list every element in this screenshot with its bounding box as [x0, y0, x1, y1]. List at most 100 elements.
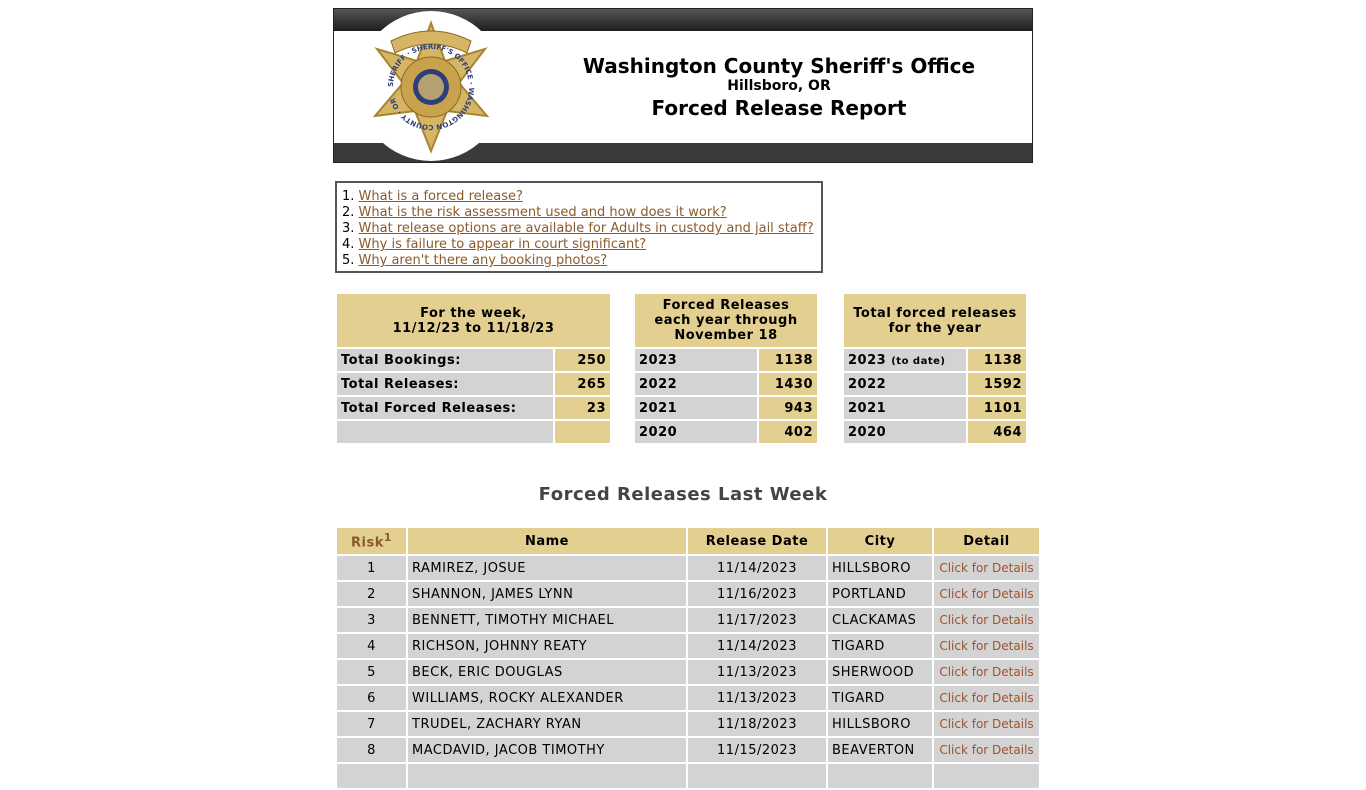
risk-cell: 3 — [337, 608, 406, 632]
detail-link[interactable]: Click for Details — [934, 738, 1039, 762]
header-titles: Washington County Sheriff's Office Hills… — [524, 54, 1032, 120]
city-cell: HILLSBORO — [828, 712, 932, 736]
office-location: Hillsboro, OR — [727, 78, 831, 94]
table-row: 5 BECK, ERIC DOUGLAS 11/13/2023 SHERWOOD Cli… — [337, 660, 1039, 684]
risk-cell: 8 — [337, 738, 406, 762]
year-label: 2021 — [844, 397, 966, 419]
detail-link[interactable]: Click for Details — [934, 582, 1039, 606]
detail-link[interactable]: Click for Details — [934, 634, 1039, 658]
report-title: Forced Release Report — [651, 96, 907, 120]
year-label: 2022 — [844, 373, 966, 395]
name-cell: BENNETT, TIMOTHY MICHAEL — [408, 608, 686, 632]
faq-item: 5. Why aren't there any booking photos? — [342, 253, 608, 268]
city-cell: HILLSBORO — [828, 556, 932, 580]
table-row: 7 TRUDEL, ZACHARY RYAN 11/18/2023 HILLSBORO… — [337, 712, 1039, 736]
name-cell: BECK, ERIC DOUGLAS — [408, 660, 686, 684]
year-value: 1138 — [968, 349, 1026, 371]
column-header-name: Name — [408, 528, 686, 554]
year-value: 1592 — [968, 373, 1026, 395]
sheriff-badge-logo: SHERIFF · SHERIFF'S OFFICE · WASHINGTON … — [357, 11, 505, 161]
through-date-table: Forced Releases each year through November… — [633, 292, 819, 445]
stat-value: 265 — [555, 373, 610, 395]
risk-cell: 6 — [337, 686, 406, 710]
table-row: 3 BENNETT, TIMOTHY MICHAEL 11/17/2023 CLACK… — [337, 608, 1039, 632]
year-value: 943 — [759, 397, 817, 419]
detail-link[interactable]: Click for Details — [934, 686, 1039, 710]
risk-cell: 4 — [337, 634, 406, 658]
stat-value: 250 — [555, 349, 610, 371]
city-cell: SHERWOOD — [828, 660, 932, 684]
weekly-stats-table: For the week, 11/12/23 to 11/18/23 Total … — [335, 292, 612, 445]
release-date-cell: 11/13/2023 — [688, 660, 826, 684]
year-value: 1138 — [759, 349, 817, 371]
faq-list: 1. What is a forced release? 2. What is … — [335, 181, 823, 273]
faq-item: 3. What release options are available fo… — [342, 221, 814, 236]
stat-value — [555, 421, 610, 443]
year-label: 2023 (to date) — [844, 349, 966, 371]
faq-link-failure-to-appear[interactable]: Why is failure to appear in court signif… — [358, 237, 647, 252]
table-row: 2 SHANNON, JAMES LYNN 11/16/2023 PORTLAND Cl… — [337, 582, 1039, 606]
city-cell: TIGARD — [828, 634, 932, 658]
city-cell: BEAVERTON — [828, 738, 932, 762]
faq-link-booking-photos[interactable]: Why aren't there any booking photos? — [358, 253, 608, 268]
detail-link[interactable]: Click for Details — [934, 660, 1039, 684]
city-cell: PORTLAND — [828, 582, 932, 606]
release-date-cell: 11/15/2023 — [688, 738, 826, 762]
release-date-cell: 11/18/2023 — [688, 712, 826, 736]
name-cell: MACDAVID, JACOB TIMOTHY — [408, 738, 686, 762]
faq-item: 4. Why is failure to appear in court sig… — [342, 237, 647, 252]
year-value: 464 — [968, 421, 1026, 443]
stat-label — [337, 421, 553, 443]
weekly-stats-heading: For the week, 11/12/23 to 11/18/23 — [337, 294, 610, 347]
year-label: 2020 — [844, 421, 966, 443]
name-cell: RICHSON, JOHNNY REATY — [408, 634, 686, 658]
faq-link-risk-assessment[interactable]: What is the risk assessment used and how… — [358, 205, 727, 220]
detail-link[interactable]: Click for Details — [934, 556, 1039, 580]
yearly-totals-heading: Total forced releases for the year — [844, 294, 1026, 347]
stat-value: 23 — [555, 397, 610, 419]
section-title: Forced Releases Last Week — [538, 484, 828, 505]
stat-label: Total Bookings: — [337, 349, 553, 371]
column-header-risk[interactable]: Risk1 — [337, 528, 406, 554]
faq-link-forced-release[interactable]: What is a forced release? — [358, 189, 523, 204]
year-label: 2023 — [635, 349, 757, 371]
page-header: SHERIFF · SHERIFF'S OFFICE · WASHINGTON … — [333, 8, 1033, 163]
risk-cell: 2 — [337, 582, 406, 606]
forced-releases-table: Risk1 Name Release Date City Detail 1 RAM… — [335, 526, 1041, 790]
name-cell: WILLIAMS, ROCKY ALEXANDER — [408, 686, 686, 710]
name-cell: TRUDEL, ZACHARY RYAN — [408, 712, 686, 736]
risk-cell: 7 — [337, 712, 406, 736]
city-cell: TIGARD — [828, 686, 932, 710]
year-value: 402 — [759, 421, 817, 443]
through-date-heading: Forced Releases each year through November… — [635, 294, 817, 347]
column-header-detail: Detail — [934, 528, 1039, 554]
year-label: 2021 — [635, 397, 757, 419]
year-value: 1430 — [759, 373, 817, 395]
faq-item: 1. What is a forced release? — [342, 189, 523, 204]
table-row: 1 RAMIREZ, JOSUE 11/14/2023 HILLSBORO Click … — [337, 556, 1039, 580]
risk-cell: 5 — [337, 660, 406, 684]
city-cell: CLACKAMAS — [828, 608, 932, 632]
release-date-cell: 11/16/2023 — [688, 582, 826, 606]
detail-link[interactable]: Click for Details — [934, 712, 1039, 736]
year-value: 1101 — [968, 397, 1026, 419]
column-header-date: Release Date — [688, 528, 826, 554]
faq-item: 2. What is the risk assessment used and … — [342, 205, 727, 220]
detail-link[interactable]: Click for Details — [934, 608, 1039, 632]
year-label: 2020 — [635, 421, 757, 443]
column-header-city: City — [828, 528, 932, 554]
table-row: 6 WILLIAMS, ROCKY ALEXANDER 11/13/2023 TIGA… — [337, 686, 1039, 710]
yearly-totals-table: Total forced releases for the year 2023 (… — [842, 292, 1028, 445]
release-date-cell: 11/14/2023 — [688, 634, 826, 658]
risk-cell: 1 — [337, 556, 406, 580]
stat-label: Total Releases: — [337, 373, 553, 395]
name-cell: SHANNON, JAMES LYNN — [408, 582, 686, 606]
office-title: Washington County Sheriff's Office — [582, 54, 976, 78]
release-date-cell: 11/14/2023 — [688, 556, 826, 580]
faq-link-release-options[interactable]: What release options are available for A… — [358, 221, 814, 236]
year-label: 2022 — [635, 373, 757, 395]
release-date-cell: 11/13/2023 — [688, 686, 826, 710]
table-row: 8 MACDAVID, JACOB TIMOTHY 11/15/2023 BEAVER… — [337, 738, 1039, 762]
release-date-cell: 11/17/2023 — [688, 608, 826, 632]
name-cell: RAMIREZ, JOSUE — [408, 556, 686, 580]
